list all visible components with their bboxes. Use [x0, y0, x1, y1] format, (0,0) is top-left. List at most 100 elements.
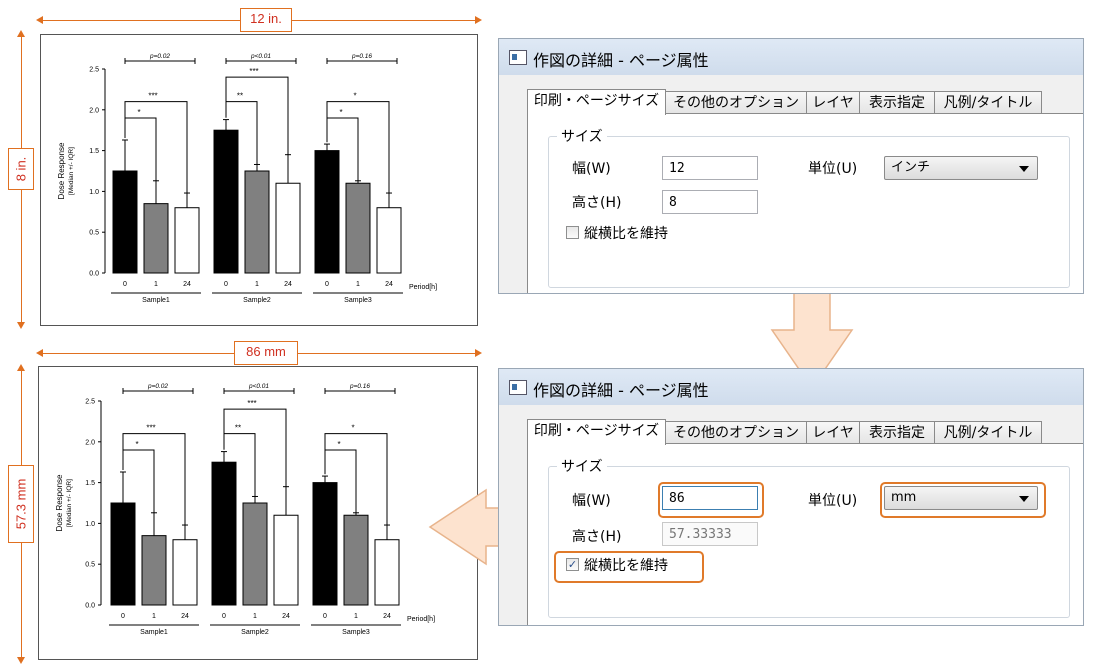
- tab-display[interactable]: 表示指定: [859, 421, 935, 444]
- x-axis-label: Period[h]: [407, 616, 435, 623]
- group-label: Sample3: [342, 629, 370, 636]
- x-tick-label: 0: [222, 613, 226, 620]
- y-axis-label: Dose Response: [55, 474, 64, 531]
- tab-other-options[interactable]: その他のオプション: [665, 421, 807, 444]
- tab-layer[interactable]: レイヤ: [806, 91, 860, 114]
- bar: [376, 207, 402, 274]
- bar: [374, 539, 400, 606]
- page-properties-dialog-top: 作図の詳細 - ページ属性 印刷・ページサイズ その他のオプション レイヤ 表示…: [498, 38, 1084, 294]
- x-tick-label: 0: [123, 281, 127, 288]
- height-field[interactable]: 8: [662, 190, 758, 214]
- y-tick-label: 0.5: [89, 230, 99, 237]
- significance-label: ***: [249, 67, 258, 76]
- dialog-title: 作図の詳細 - ページ属性: [533, 381, 709, 400]
- x-tick-label: 1: [152, 613, 156, 620]
- tab-strip: 印刷・ページサイズ その他のオプション レイヤ 表示指定 凡例/タイトル: [527, 89, 1083, 115]
- bar: [244, 170, 270, 274]
- size-group: サイズ: [548, 456, 1070, 618]
- dialog-titlebar: 作図の詳細 - ページ属性: [499, 369, 1083, 405]
- height-field[interactable]: 57.33333: [662, 522, 758, 546]
- dialog-titlebar: 作図の詳細 - ページ属性: [499, 39, 1083, 75]
- bar: [213, 129, 239, 274]
- group-label: Sample2: [241, 629, 269, 636]
- y-tick-label: 0.0: [89, 271, 99, 278]
- bar: [211, 461, 237, 606]
- x-tick-label: 1: [253, 613, 257, 620]
- x-tick-label: 0: [323, 613, 327, 620]
- bar: [172, 539, 198, 606]
- significance-label: *: [351, 424, 354, 433]
- group-label: Sample3: [344, 297, 372, 304]
- y-tick-label: 1.0: [89, 189, 99, 196]
- tab-legend-title[interactable]: 凡例/タイトル: [934, 91, 1042, 114]
- bar: [312, 482, 338, 606]
- tab-other-options[interactable]: その他のオプション: [665, 91, 807, 114]
- significance-bracket: [124, 101, 188, 194]
- window-icon: [509, 380, 527, 395]
- size-group-label: サイズ: [557, 456, 607, 476]
- unit-dropdown[interactable]: mm: [884, 486, 1038, 510]
- y-axis-sublabel: [Median +/- IQR]: [66, 479, 73, 527]
- keep-aspect-highlight: [554, 551, 704, 583]
- x-tick-label: 1: [356, 281, 360, 288]
- unit-highlight: [880, 482, 1046, 518]
- pvalue-label: p=0.02: [149, 53, 170, 60]
- top-width-label: 12 in.: [240, 8, 292, 32]
- tab-display[interactable]: 表示指定: [859, 91, 935, 114]
- keep-aspect-checkbox[interactable]: ✓: [566, 558, 579, 571]
- y-tick-label: 2.0: [85, 439, 95, 446]
- unit-label: 単位(U): [808, 493, 858, 509]
- bar: [143, 203, 169, 274]
- page-properties-dialog-bottom: 作図の詳細 - ページ属性 印刷・ページサイズ その他のオプション レイヤ 表示…: [498, 368, 1084, 626]
- significance-bracket: [223, 408, 287, 487]
- y-tick-label: 2.5: [89, 67, 99, 74]
- x-tick-label: 24: [383, 613, 391, 620]
- significance-label: *: [337, 440, 340, 449]
- unit-dropdown-value: インチ: [891, 160, 931, 175]
- dialog-title: 作図の詳細 - ページ属性: [533, 51, 709, 70]
- significance-label: **: [237, 92, 243, 101]
- width-field[interactable]: 12: [662, 156, 758, 180]
- tab-legend-title[interactable]: 凡例/タイトル: [934, 421, 1042, 444]
- bar: [273, 514, 299, 606]
- x-tick-label: 24: [183, 281, 191, 288]
- significance-label: *: [137, 108, 140, 117]
- top-chart: 0.0 0.5 1.0 1.5 2.0 2.5 Dose Response [Median +…: [57, 53, 437, 304]
- bar: [343, 514, 369, 606]
- width-field[interactable]: 86: [662, 486, 758, 510]
- bar: [112, 170, 138, 274]
- x-tick-label: 0: [325, 281, 329, 288]
- x-tick-label: 0: [121, 613, 125, 620]
- tab-print-page-size[interactable]: 印刷・ページサイズ: [527, 89, 666, 115]
- unit-dropdown-value: mm: [891, 490, 917, 505]
- keep-aspect-checkbox[interactable]: [566, 226, 579, 239]
- pvalue-label: p<0.01: [250, 53, 271, 60]
- unit-dropdown[interactable]: インチ: [884, 156, 1038, 180]
- group-label: Sample2: [243, 297, 271, 304]
- tab-layer[interactable]: レイヤ: [806, 421, 860, 444]
- y-tick-label: 0.5: [85, 562, 95, 569]
- height-label: 高さ(H): [572, 529, 622, 545]
- x-tick-label: 24: [284, 281, 292, 288]
- width-label: 幅(W): [572, 493, 611, 509]
- bottom-width-label: 86 mm: [234, 341, 298, 365]
- tab-print-page-size[interactable]: 印刷・ページサイズ: [527, 419, 666, 445]
- x-axis-label: Period[h]: [409, 284, 437, 291]
- significance-bracket: [326, 101, 390, 194]
- y-tick-label: 2.5: [85, 399, 95, 406]
- pvalue-label: p=0.16: [349, 383, 370, 390]
- y-axis-sublabel: [Median +/- IQR]: [68, 147, 75, 195]
- y-tick-label: 1.0: [85, 521, 95, 528]
- tab-panel: サイズ 幅(W) 12 高さ(H) 8 単位(U) インチ 縦横比を維持: [527, 113, 1083, 293]
- x-tick-label: 1: [255, 281, 259, 288]
- bottom-height-label: 57.3 mm: [8, 465, 34, 543]
- bar: [110, 502, 136, 606]
- size-group-label: サイズ: [557, 126, 607, 146]
- significance-label: ***: [148, 92, 157, 101]
- y-tick-label: 2.0: [89, 107, 99, 114]
- significance-bracket: [324, 433, 388, 526]
- y-tick-label: 1.5: [89, 148, 99, 155]
- unit-label: 単位(U): [808, 161, 858, 177]
- bottom-chart: 0.0 0.5 1.0 1.5 2.0 2.5 Dose Response [Median +…: [55, 383, 435, 636]
- x-tick-label: 24: [181, 613, 189, 620]
